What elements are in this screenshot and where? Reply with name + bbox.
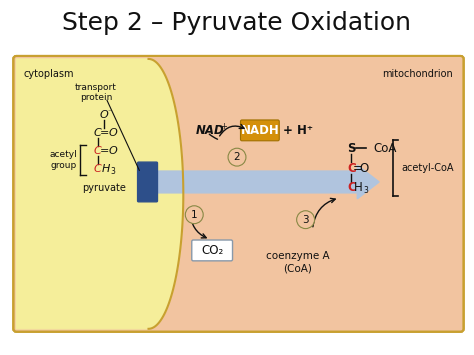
Text: Step 2 – Pyruvate Oxidation: Step 2 – Pyruvate Oxidation <box>63 11 411 35</box>
Text: cytoplasm: cytoplasm <box>23 69 74 79</box>
Text: O: O <box>360 162 369 175</box>
Text: 2: 2 <box>234 152 240 162</box>
Text: =: = <box>100 146 109 156</box>
Text: 3: 3 <box>302 215 309 225</box>
Text: pyruvate: pyruvate <box>82 183 126 193</box>
Circle shape <box>297 211 315 229</box>
Text: +: + <box>220 122 227 131</box>
Text: NADH: NADH <box>240 124 279 137</box>
Text: transport
protein: transport protein <box>75 83 117 102</box>
Text: O: O <box>109 129 117 138</box>
Text: C: C <box>94 129 102 138</box>
Circle shape <box>228 148 246 166</box>
Text: C: C <box>94 164 102 174</box>
Text: NAD: NAD <box>196 124 225 137</box>
FancyBboxPatch shape <box>240 120 279 141</box>
Text: C: C <box>347 181 356 195</box>
Text: 1: 1 <box>191 210 198 220</box>
Text: 3: 3 <box>110 166 115 176</box>
Text: acetyl-CoA: acetyl-CoA <box>401 163 454 173</box>
Text: mitochondrion: mitochondrion <box>382 69 453 79</box>
Text: O: O <box>100 110 108 120</box>
Text: CO₂: CO₂ <box>201 244 223 257</box>
Circle shape <box>185 206 203 224</box>
Text: H: H <box>101 164 110 174</box>
FancyBboxPatch shape <box>192 240 233 261</box>
Text: =: = <box>352 162 362 175</box>
FancyArrow shape <box>148 165 379 199</box>
Text: CoA: CoA <box>373 142 397 155</box>
FancyBboxPatch shape <box>137 162 157 202</box>
Text: acetyl
group: acetyl group <box>49 151 77 170</box>
Text: + H⁺: + H⁺ <box>283 124 313 137</box>
Text: ⁻: ⁻ <box>108 107 112 116</box>
Text: 3: 3 <box>364 186 369 195</box>
FancyBboxPatch shape <box>13 56 464 332</box>
Text: C: C <box>94 146 102 156</box>
Text: C: C <box>347 162 356 175</box>
Text: O: O <box>109 146 117 156</box>
Polygon shape <box>16 59 183 329</box>
Text: coenzyme A
(CoA): coenzyme A (CoA) <box>266 251 329 273</box>
Text: H: H <box>354 181 363 195</box>
Text: =: = <box>100 129 109 138</box>
Text: S: S <box>347 142 356 155</box>
